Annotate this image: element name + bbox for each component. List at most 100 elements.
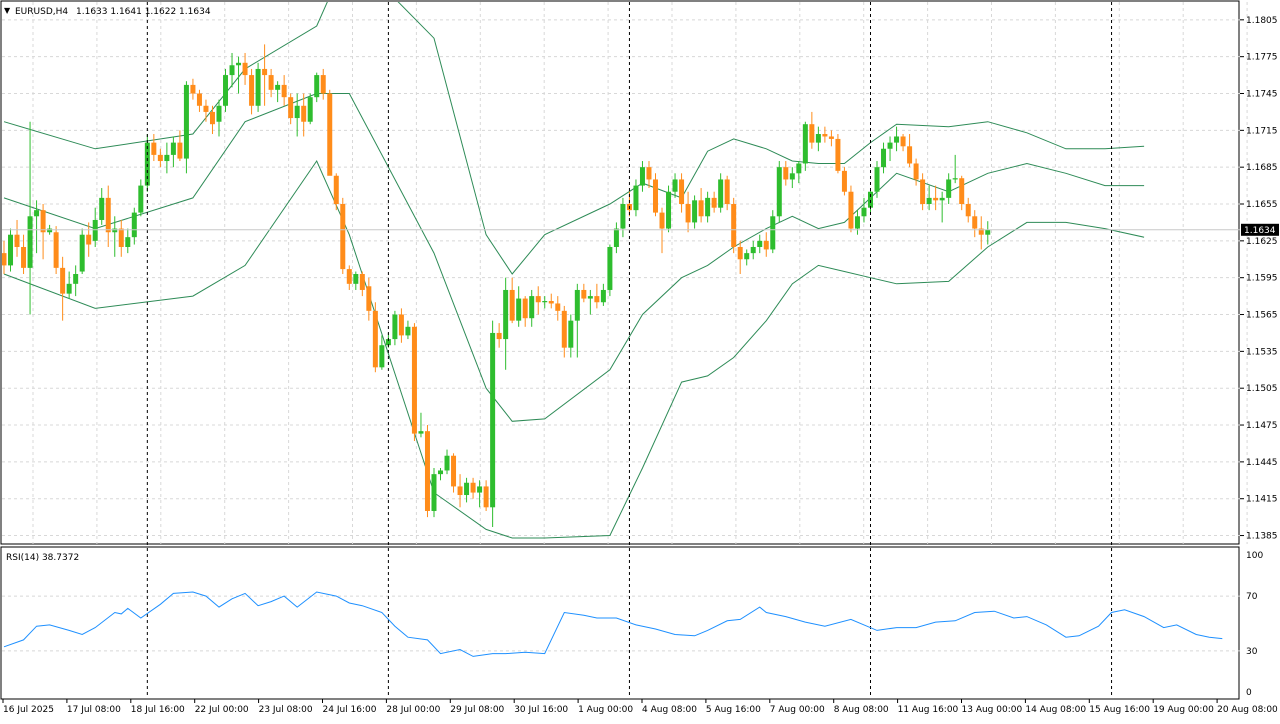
candle [770, 210, 776, 254]
vertical-separators [146, 2, 1113, 698]
candle-body [861, 207, 867, 217]
candle [828, 130, 834, 147]
candle [53, 226, 59, 274]
candle [190, 78, 196, 100]
candle-body [203, 105, 209, 112]
candle [359, 271, 365, 297]
candle [783, 161, 789, 186]
candle-body [438, 470, 444, 475]
candle-body [718, 179, 724, 208]
candle-body [731, 204, 737, 247]
candle-body [796, 163, 802, 174]
candle-body [835, 138, 841, 171]
candle [965, 197, 971, 223]
candles [2, 44, 991, 527]
candle-body [418, 431, 424, 434]
candle [620, 197, 626, 238]
candle [444, 449, 450, 475]
candle-body [841, 170, 847, 192]
symbol-dropdown-icon[interactable]: ▼ [4, 6, 11, 15]
candle [692, 195, 698, 229]
candle-body [209, 111, 215, 125]
candle-body [424, 431, 430, 511]
candle [653, 173, 658, 217]
candle-body [170, 142, 176, 155]
candle [438, 468, 444, 481]
candle-body [666, 191, 672, 229]
candle-body [125, 237, 131, 247]
candle [73, 265, 79, 297]
time-tick-label: 29 Jul 08:00 [450, 705, 504, 715]
candle-body [894, 136, 900, 143]
candle-body [340, 204, 346, 270]
rsi-line [3, 591, 1223, 657]
candle-body [483, 486, 489, 508]
price-tick-label: 1.1775 [1246, 53, 1278, 63]
candle [952, 154, 958, 184]
candle-body [372, 310, 378, 368]
candle [470, 477, 476, 499]
candle-body [314, 75, 320, 98]
candle-body [535, 296, 541, 303]
candle [451, 453, 457, 493]
price-tick-label: 1.1415 [1246, 495, 1278, 505]
candle-body [190, 84, 196, 94]
candle [366, 277, 372, 321]
candle [268, 68, 274, 98]
candle [92, 207, 98, 247]
time-tick-label: 7 Aug 00:00 [770, 705, 825, 715]
candle [288, 93, 294, 125]
candle-body [828, 136, 834, 139]
time-tick-label: 16 Jul 2025 [3, 705, 54, 715]
candle [216, 99, 222, 137]
candle [822, 126, 828, 143]
candle [333, 173, 339, 211]
candle [353, 271, 359, 290]
candle-body [14, 234, 20, 247]
candle-body [985, 229, 991, 235]
candle [229, 52, 235, 88]
candle-body [763, 240, 769, 250]
candle [60, 256, 66, 321]
candle [744, 249, 750, 266]
candle-body [685, 204, 691, 223]
price-tick-label: 1.1625 [1246, 237, 1278, 247]
candle [548, 293, 554, 309]
price-tick-label: 1.1475 [1246, 421, 1278, 431]
candle [815, 126, 821, 152]
candle [372, 302, 378, 373]
price-tick-label: 1.1715 [1246, 126, 1278, 136]
candle-body [40, 210, 46, 233]
candle [14, 219, 20, 257]
candle [483, 480, 489, 511]
candle-body [600, 289, 606, 303]
candle-body [464, 482, 470, 496]
candle-body [509, 289, 515, 321]
candle [900, 134, 906, 152]
candle [646, 161, 652, 189]
candle-body [770, 216, 776, 250]
candle [724, 175, 730, 211]
candle-body [581, 289, 587, 299]
grid-layer [2, 2, 1248, 652]
candle [933, 185, 939, 211]
candle [327, 89, 333, 176]
candle-body [900, 136, 906, 147]
candle [542, 296, 548, 309]
candle [587, 289, 593, 315]
candle-body [366, 286, 372, 311]
candle [86, 222, 92, 257]
candle-body [92, 219, 98, 241]
candle [894, 126, 900, 152]
candle [170, 136, 176, 168]
candle [920, 173, 926, 211]
candle [848, 185, 854, 233]
candle-body [867, 191, 873, 208]
candle-body [613, 228, 619, 247]
candle [522, 296, 528, 327]
candle-body [223, 75, 229, 106]
candle [802, 121, 808, 171]
time-tick-label: 24 Jul 16:00 [323, 705, 377, 715]
time-tick-label: 11 Aug 16:00 [898, 705, 959, 715]
time-tick-label: 8 Aug 08:00 [834, 705, 889, 715]
